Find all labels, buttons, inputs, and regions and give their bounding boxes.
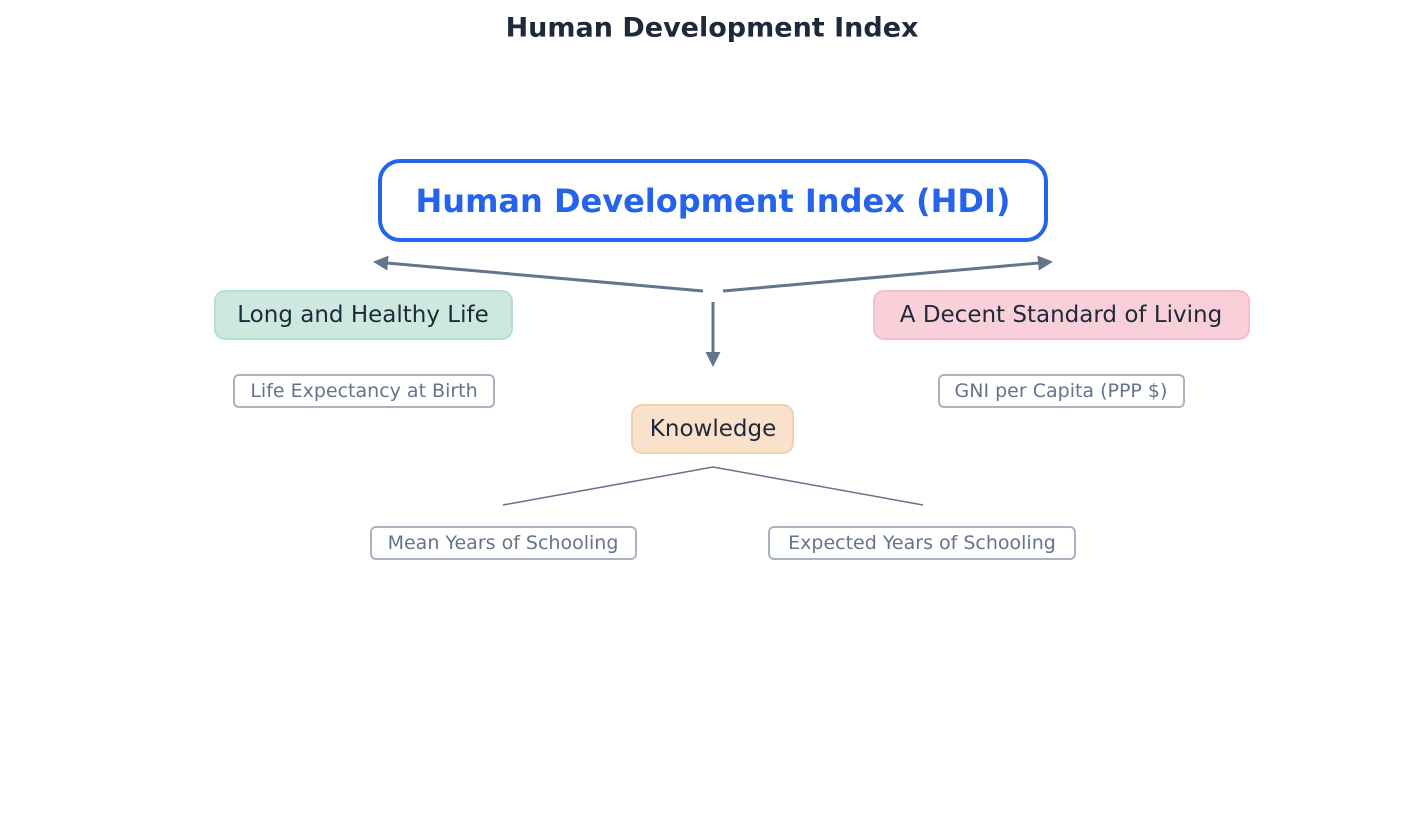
indicator-label: Life Expectancy at Birth xyxy=(250,380,477,402)
root-box xyxy=(378,159,1048,242)
arrow xyxy=(722,255,1053,293)
indicator-box xyxy=(938,374,1185,408)
pillar-label: Long and Healthy Life xyxy=(237,302,488,328)
indicator-box xyxy=(768,526,1076,560)
pillar-box xyxy=(214,290,513,340)
root-label: Human Development Index (HDI) xyxy=(416,182,1011,220)
indicator-label: Expected Years of Schooling xyxy=(788,532,1056,554)
title: Human Development Index xyxy=(506,13,919,44)
arrow xyxy=(373,255,704,293)
indicator-box xyxy=(233,374,495,408)
indicator-label: Mean Years of Schooling xyxy=(388,532,619,554)
pillar-label: Knowledge xyxy=(650,416,776,442)
indicator-label: GNI per Capita (PPP $) xyxy=(955,380,1168,402)
pillar-box xyxy=(631,404,794,454)
pillar-label: A Decent Standard of Living xyxy=(900,302,1222,328)
pillar-box xyxy=(873,290,1250,340)
connector xyxy=(502,466,924,506)
indicator-box xyxy=(370,526,637,560)
